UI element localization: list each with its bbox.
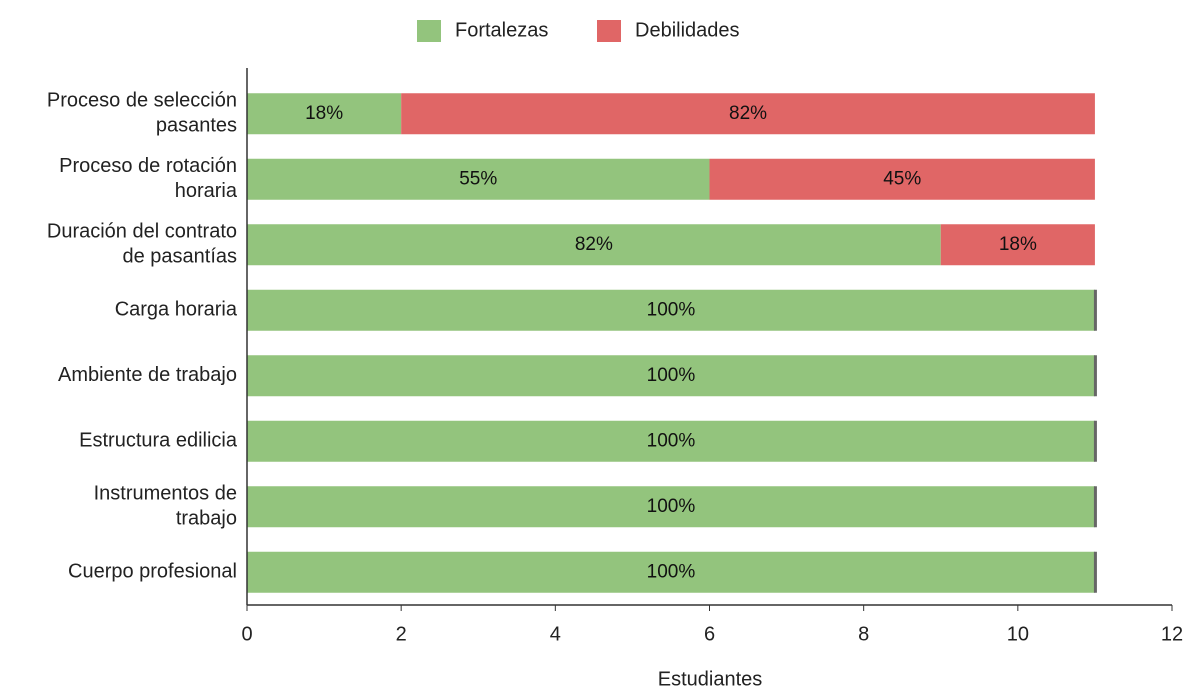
y-tick-label: Ambiente de trabajo — [58, 364, 237, 386]
x-tick-label: 6 — [704, 623, 715, 645]
bar-segment — [247, 158, 710, 200]
bar-segment — [1093, 486, 1097, 528]
value-label: 100% — [647, 299, 696, 320]
y-tick-label: Instrumentos de trabajo — [94, 483, 237, 530]
bar-segment — [247, 93, 402, 135]
y-tick-label: Proceso de selección pasantes — [47, 90, 237, 137]
legend-swatch — [597, 20, 621, 42]
x-tick-label: 0 — [241, 623, 252, 645]
y-tick-label: Cuerpo profesional — [68, 561, 237, 583]
bar-segment — [1093, 551, 1097, 593]
bar-segment — [247, 224, 941, 266]
value-label: 100% — [647, 561, 696, 582]
y-tick-label: Carga horaria — [115, 299, 238, 321]
x-tick-label: 12 — [1161, 623, 1183, 645]
legend-swatch — [417, 20, 441, 42]
x-tick-label: 4 — [550, 623, 561, 645]
value-label: 18% — [305, 103, 343, 124]
bar-segment — [401, 93, 1095, 135]
legend-label: Fortalezas — [455, 19, 548, 41]
y-tick-label: Duración del contrato de pasantías — [47, 221, 237, 268]
x-axis-title: Estudiantes — [658, 668, 763, 689]
bar-segment — [247, 551, 1095, 593]
value-label: 82% — [575, 234, 613, 255]
bar-segment — [1093, 289, 1097, 331]
bar-segment — [247, 355, 1095, 397]
value-label: 82% — [729, 103, 767, 124]
bar-segment — [940, 224, 1095, 266]
x-tick-label: 2 — [396, 623, 407, 645]
value-label: 55% — [459, 168, 497, 189]
x-tick-label: 8 — [858, 623, 869, 645]
bar-segment — [247, 420, 1095, 462]
legend-label: Debilidades — [635, 19, 740, 41]
value-label: 100% — [647, 365, 696, 386]
y-tick-label: Estructura edilicia — [79, 430, 238, 452]
value-label: 45% — [883, 168, 921, 189]
bar-segment — [247, 289, 1095, 331]
value-label: 100% — [647, 430, 696, 451]
x-tick-label: 10 — [1007, 623, 1029, 645]
bar-segment — [709, 158, 1095, 200]
value-label: 100% — [647, 496, 696, 517]
bar-segment — [247, 486, 1095, 528]
y-tick-label: Proceso de rotación horaria — [59, 155, 238, 202]
bar-segment — [1093, 355, 1097, 397]
bar-segment — [1093, 420, 1097, 462]
value-label: 18% — [999, 234, 1037, 255]
